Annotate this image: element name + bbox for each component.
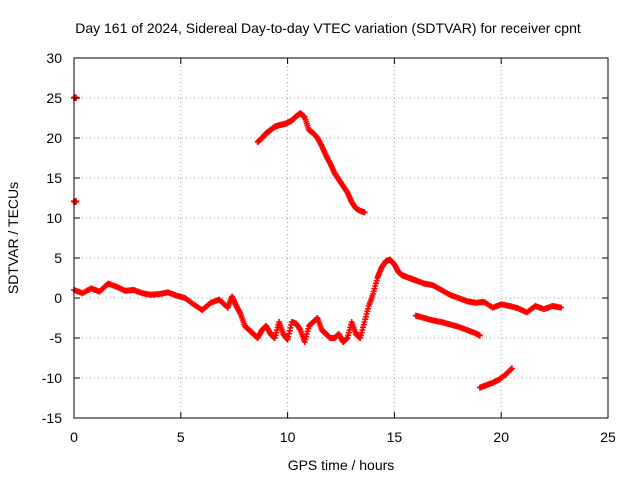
series-main-track (71, 256, 565, 345)
y-tick-label: 30 (46, 50, 62, 66)
series-arc-high (254, 110, 368, 216)
data-points (71, 94, 565, 391)
y-tick-label: 0 (54, 290, 62, 306)
x-tick-label: 25 (600, 429, 616, 445)
data-point (476, 332, 483, 339)
series-low-arc (476, 365, 515, 391)
axis-ticks: 0 5 10 15 20 25 -15 -10 -5 0 5 10 15 20 25 30 (42, 50, 616, 445)
x-tick-label: 5 (177, 429, 185, 445)
chart-title: Day 161 of 2024, Sidereal Day-to-day VTE… (75, 20, 581, 36)
y-tick-label: 10 (46, 210, 62, 226)
data-point (558, 304, 565, 311)
x-tick-label: 15 (387, 429, 403, 445)
grid (74, 58, 608, 418)
y-tick-label: -10 (42, 370, 62, 386)
y-tick-label: 5 (54, 250, 62, 266)
y-tick-label: -15 (42, 410, 62, 426)
y-tick-label: -5 (50, 330, 63, 346)
y-axis-label: SDTVAR / TECUs (5, 182, 21, 294)
x-tick-label: 0 (70, 429, 78, 445)
data-point (508, 365, 515, 372)
x-axis-label: GPS time / hours (288, 457, 395, 473)
series-mid-descent (412, 312, 483, 339)
x-tick-label: 10 (280, 429, 296, 445)
y-tick-label: 20 (46, 130, 62, 146)
series-isolated-mid (71, 198, 80, 205)
y-tick-label: 15 (46, 170, 62, 186)
plot-frame (73, 57, 609, 419)
data-point (507, 366, 514, 373)
x-tick-label: 20 (493, 429, 509, 445)
data-point (361, 209, 368, 216)
y-tick-label: 25 (46, 90, 62, 106)
